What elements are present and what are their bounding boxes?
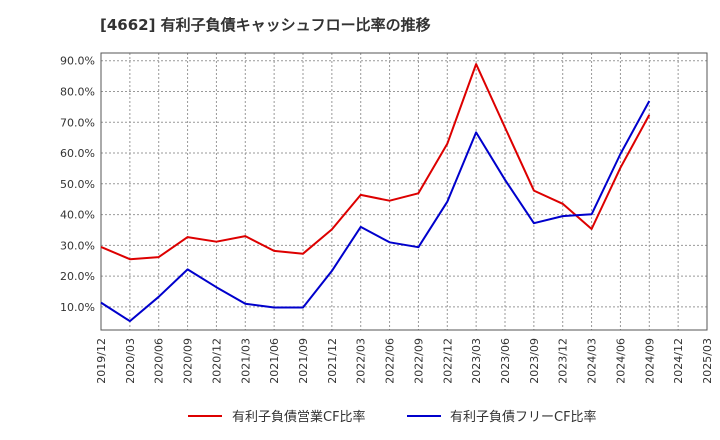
x-tick-label: 2024/06 <box>614 338 627 384</box>
x-tick-label: 2022/09 <box>412 338 425 384</box>
legend: 有利子負債営業CF比率 有利子負債フリーCF比率 <box>188 409 597 425</box>
x-tick-label: 2025/03 <box>701 338 714 384</box>
x-tick-label: 2022/06 <box>384 338 397 384</box>
legend-label-1: 有利子負債営業CF比率 <box>232 409 366 425</box>
x-tick-label: 2021/09 <box>297 338 310 384</box>
grid-lines <box>101 53 707 330</box>
series-line-2 <box>100 100 651 323</box>
legend-label-2: 有利子負債フリーCF比率 <box>450 409 597 425</box>
x-tick-label: 2023/09 <box>528 338 541 384</box>
series-lines <box>100 63 651 323</box>
x-tick-label: 2022/12 <box>441 338 454 384</box>
x-tick-label: 2021/06 <box>268 338 281 384</box>
y-tick-label: 50.0% <box>60 178 95 191</box>
x-tick-label: 2023/03 <box>470 338 483 384</box>
y-tick-label: 70.0% <box>60 116 95 129</box>
y-tick-label: 30.0% <box>60 239 95 252</box>
x-tick-label: 2022/03 <box>355 338 368 384</box>
y-tick-label: 20.0% <box>60 270 95 283</box>
y-tick-label: 60.0% <box>60 147 95 160</box>
y-tick-label: 80.0% <box>60 85 95 98</box>
y-tick-label: 10.0% <box>60 301 95 314</box>
x-tick-label: 2019/12 <box>95 338 108 384</box>
x-tick-label: 2023/12 <box>557 338 570 384</box>
x-tick-label: 2020/06 <box>153 338 166 384</box>
x-tick-label: 2024/09 <box>643 338 656 384</box>
chart-title: [4662] 有利子負債キャッシュフロー比率の推移 <box>100 16 431 34</box>
x-tick-label: 2021/12 <box>326 338 339 384</box>
x-tick-label: 2020/12 <box>210 338 223 384</box>
x-tick-label: 2021/03 <box>239 338 252 384</box>
x-axis-ticks: 2019/12 2020/03 2020/06 2020/09 2020/12 2021/… <box>95 338 714 384</box>
x-tick-label: 2020/03 <box>124 338 137 384</box>
x-tick-label: 2024/12 <box>672 338 685 384</box>
series-line-1 <box>100 63 651 261</box>
y-tick-label: 40.0% <box>60 209 95 222</box>
plot-area <box>100 52 708 331</box>
x-tick-label: 2024/03 <box>586 338 599 384</box>
y-tick-label: 90.0% <box>60 55 95 68</box>
x-tick-label: 2020/09 <box>182 338 195 384</box>
x-tick-label: 2023/06 <box>499 338 512 384</box>
y-axis-ticks: 10.0% 20.0% 30.0% 40.0% 50.0% 60.0% 70.0% 80.0%… <box>60 55 95 314</box>
